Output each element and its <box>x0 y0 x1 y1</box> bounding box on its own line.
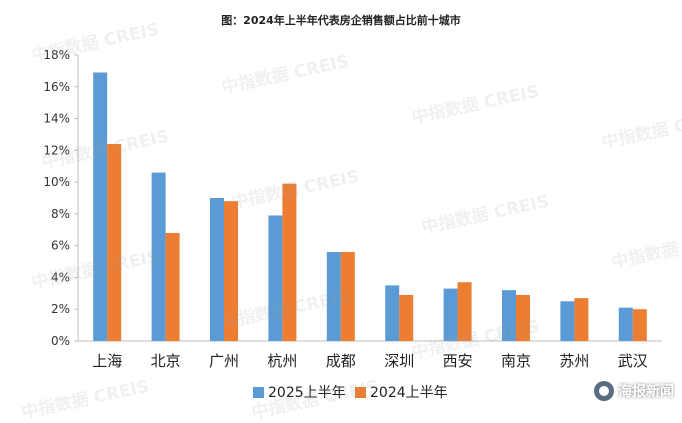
y-tick-label: 8% <box>51 207 70 221</box>
bars <box>93 72 647 341</box>
x-tick-label: 南京 <box>501 352 531 370</box>
bar-2-4 <box>282 183 297 341</box>
bar-2-3 <box>224 201 238 341</box>
bar-1-4 <box>268 215 283 341</box>
bar-1-3 <box>210 198 224 341</box>
legend-swatch <box>355 387 366 398</box>
x-tick-label: 北京 <box>151 352 181 370</box>
legend-label: 2024上半年 <box>370 385 448 401</box>
x-tick-label: 成都 <box>326 352 356 370</box>
chart: 图：2024年上半年代表房企销售额占比前十城市 0% 2% 4% 6% 8% 10% 12%… <box>43 13 662 401</box>
x-tick-label: 深圳 <box>384 352 414 370</box>
chart-title: 图：2024年上半年代表房企销售额占比前十城市 <box>221 13 461 27</box>
news-logo: 海报新闻 <box>594 381 674 401</box>
bar-1-1 <box>93 72 108 341</box>
x-tick-label: 苏州 <box>559 352 589 370</box>
legend-swatch <box>253 387 264 398</box>
y-tick-label: 14% <box>43 112 70 126</box>
bar-2-5 <box>340 252 355 341</box>
legend: 2025上半年 2024上半年 <box>253 385 448 401</box>
y-tick-label: 16% <box>43 80 70 94</box>
x-tick-label: 西安 <box>443 352 473 370</box>
y-tick-label: 4% <box>51 270 70 284</box>
bar-2-9 <box>574 298 589 341</box>
y-tick-label: 0% <box>51 334 70 348</box>
y-tick-label: 12% <box>43 143 70 157</box>
bar-1-6 <box>385 285 400 341</box>
bar-1-5 <box>326 252 341 341</box>
bar-1-2 <box>151 172 166 341</box>
bar-2-6 <box>399 294 414 341</box>
bar-2-8 <box>516 294 530 341</box>
legend-label: 2025上半年 <box>268 385 346 401</box>
x-axis: 上海 北京 广州 杭州 成都 深圳 西安 南京 苏州 武汉 <box>78 340 662 370</box>
logo-icon <box>594 381 614 401</box>
bar-1-10 <box>618 307 633 341</box>
bar-1-7 <box>443 288 458 341</box>
x-tick-label: 杭州 <box>267 352 297 370</box>
y-tick-label: 6% <box>51 239 70 253</box>
x-tick-label: 武汉 <box>618 352 648 370</box>
x-tick-label: 上海 <box>92 352 122 370</box>
bar-2-10 <box>632 309 647 341</box>
bar-2-7 <box>457 282 472 341</box>
x-tick-label: 广州 <box>209 352 239 370</box>
y-tick-label: 10% <box>43 175 70 189</box>
bar-1-9 <box>560 301 575 341</box>
bar-1-8 <box>502 290 516 341</box>
y-axis: 0% 2% 4% 6% 8% 10% 12% 14% 16% 18% <box>43 48 79 348</box>
y-tick-label: 2% <box>51 302 70 316</box>
bar-2-2 <box>165 232 180 341</box>
bar-2-1 <box>107 143 122 341</box>
logo-text: 海报新闻 <box>618 384 674 400</box>
y-tick-label: 18% <box>43 48 70 62</box>
